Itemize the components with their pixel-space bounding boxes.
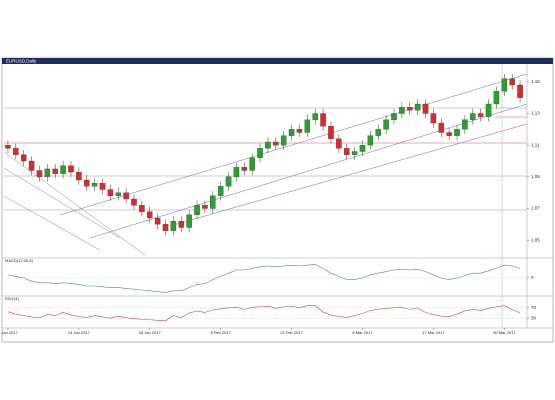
trend-line: [3, 167, 121, 239]
y-tick-label: 1.13: [531, 111, 540, 116]
candle-body: [375, 129, 381, 136]
candle-body: [454, 129, 460, 136]
candle-body: [462, 119, 468, 130]
candle-body: [139, 205, 145, 212]
trend-line: [3, 195, 101, 251]
candle-body: [162, 224, 169, 231]
candle-body: [13, 148, 19, 155]
y-tick-label: 1.11: [531, 142, 540, 147]
y-tick-label: 70: [531, 305, 537, 310]
candle-body: [60, 165, 66, 174]
candle-body: [446, 132, 452, 136]
candle-body: [312, 113, 318, 120]
candle-body: [52, 168, 58, 174]
candle-body: [91, 183, 98, 187]
candle-body: [485, 103, 492, 117]
candle-body: [68, 165, 74, 173]
y-tick-label: 1.05: [531, 237, 540, 242]
candle-body: [241, 167, 248, 171]
indicator-line: [7, 305, 521, 322]
candle-body: [5, 145, 11, 149]
x-tick-label: 2 Jan 2017: [0, 330, 19, 335]
panel-title: MACD(12,26,9): [5, 258, 33, 263]
window-frame: [1, 57, 554, 343]
candle-body: [430, 113, 437, 124]
candle-body: [225, 176, 232, 187]
x-tick-label: 6 Mar 2017: [352, 330, 373, 335]
candle-body: [178, 221, 185, 228]
y-tick-label: 1.15: [531, 79, 540, 84]
candle-body: [36, 170, 43, 177]
candle-body: [20, 154, 27, 162]
candle-body: [265, 141, 271, 149]
candle-body: [470, 113, 476, 120]
candle-body: [217, 186, 224, 196]
candle-body: [391, 113, 397, 120]
candle-body: [336, 138, 342, 149]
chart-title: EURUSD,Daily: [6, 58, 37, 63]
y-tick-label: 1.07: [531, 206, 540, 211]
x-tick-label: 30 Mar 2017: [493, 330, 516, 335]
x-tick-label: 17 Mar 2017: [422, 330, 445, 335]
indicator-line: [7, 264, 521, 293]
channel-line: [169, 123, 528, 227]
candle-body: [131, 198, 137, 206]
candle-body: [509, 78, 515, 86]
candle-body: [186, 214, 192, 228]
candle-body: [304, 119, 311, 133]
candle-body: [296, 129, 303, 133]
candle-body: [359, 145, 366, 152]
candle-body: [328, 126, 334, 139]
candle-body: [147, 211, 153, 219]
x-tick-label: 8 Feb 2017: [211, 330, 232, 335]
candle-body: [399, 107, 405, 114]
candle-body: [210, 195, 216, 209]
candle-body: [288, 129, 295, 136]
candle-body: [351, 151, 358, 155]
candle-body: [493, 91, 500, 105]
candle-body: [123, 192, 129, 200]
candle-body: [280, 135, 287, 146]
y-tick-label: 1.09: [531, 174, 540, 179]
candle-body: [407, 107, 413, 111]
candle-body: [76, 171, 82, 181]
candle-body: [273, 141, 279, 146]
title-bar: [2, 58, 553, 64]
candle-body: [517, 84, 523, 98]
candle-body: [477, 113, 484, 117]
candle-body: [107, 189, 114, 196]
candle-body: [367, 135, 374, 146]
candle-body: [99, 183, 106, 190]
candle-body: [154, 217, 161, 225]
channel-line: [59, 73, 528, 216]
candle-body: [383, 119, 389, 130]
candle-body: [233, 167, 240, 177]
candle-body: [320, 113, 326, 127]
candle-body: [28, 160, 35, 171]
candle-body: [257, 148, 263, 158]
candle-body: [249, 157, 255, 171]
candle-body: [438, 122, 445, 133]
candle-body: [170, 221, 177, 231]
candle-body: [83, 179, 90, 187]
x-tick-label: 26 Jan 2017: [139, 330, 162, 335]
candle-body: [501, 78, 508, 92]
x-tick-label: 21 Feb 2017: [280, 330, 303, 335]
y-tick-label: 30: [531, 315, 537, 320]
y-tick-label: 0: [531, 275, 534, 280]
panel-title: RSI(14): [5, 296, 19, 301]
candle-body: [343, 148, 350, 155]
candle-body: [44, 168, 51, 177]
channel-line: [89, 103, 528, 239]
x-tick-label: 13 Jan 2017: [68, 330, 91, 335]
candle-body: [414, 103, 421, 111]
candle-body: [422, 103, 429, 114]
candle-body: [115, 192, 121, 196]
trend-line: [3, 151, 146, 256]
candle-body: [194, 205, 200, 215]
candle-body: [202, 205, 208, 209]
